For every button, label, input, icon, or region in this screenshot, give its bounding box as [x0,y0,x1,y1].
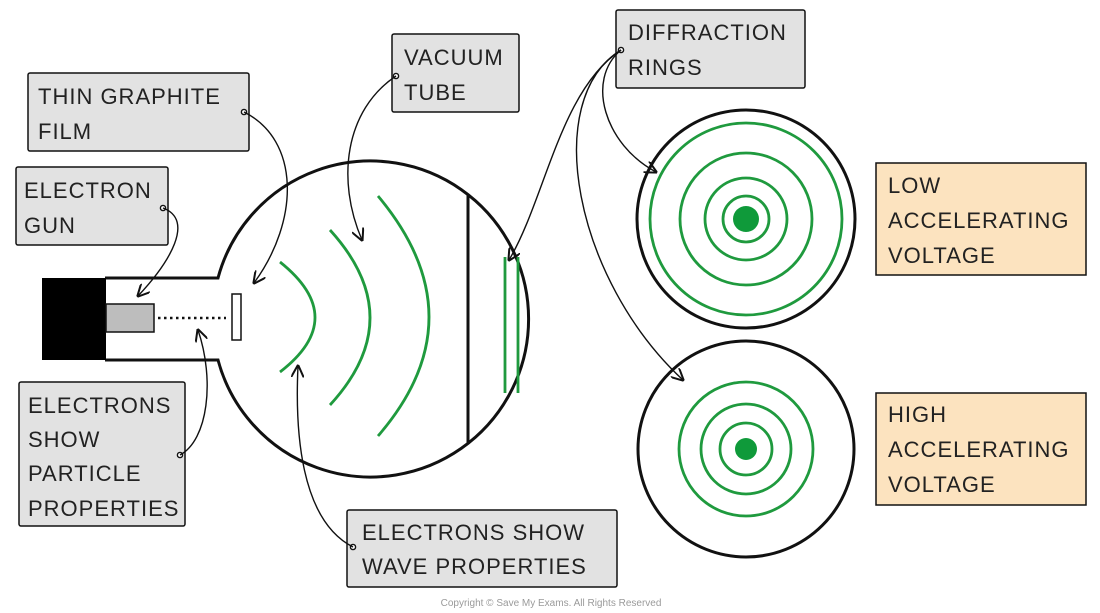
arrow-vacuum-tube [347,75,397,240]
label-electrons-particle-line-2: SHOW [28,427,100,452]
copyright-notice: Copyright © Save My Exams. All Rights Re… [441,598,662,609]
arrow-graphite-film [243,111,289,283]
label-low-voltage-line-3: VOLTAGE [888,243,996,268]
wavefront-arc-2 [328,229,372,406]
label-electron-gun-line-2: GUN [24,213,76,238]
diffraction-pattern-high [636,339,856,559]
label-electrons-particle-line-3: PARTICLE [28,461,142,486]
label-thin-graphite-film: THIN GRAPHITE FILM [27,72,250,152]
wavefronts [279,195,431,437]
label-high-voltage-line-2: ACCELERATING [888,437,1070,462]
label-electrons-particle-properties: ELECTRONS SHOW PARTICLE PROPERTIES [18,381,186,527]
vacuum-tube-outline [105,159,531,479]
electron-gun-body [42,278,106,360]
diffraction-pattern-low [635,108,857,330]
label-low-accelerating-voltage: LOW ACCELERATING VOLTAGE [875,162,1087,276]
label-vacuum-tube-line-2: TUBE [404,80,467,105]
label-diffraction-rings-line-2: RINGS [628,55,703,80]
label-thin-graphite-film-line-2: FILM [38,119,92,144]
label-electron-gun-line-1: ELECTRON [24,178,152,203]
arrow-electron-gun [138,207,179,296]
wavefront-arc-3 [376,195,431,437]
graphite-film [231,293,242,341]
arrow-particle-properties [179,330,208,456]
label-vacuum-tube-line-1: VACUUM [404,45,504,70]
label-electrons-particle-line-1: ELECTRONS [28,393,171,418]
label-high-accelerating-voltage: HIGH ACCELERATING VOLTAGE [875,392,1087,506]
label-electrons-wave-line-1: ELECTRONS SHOW [362,520,585,545]
label-low-voltage-line-1: LOW [888,173,941,198]
label-thin-graphite-film-line-1: THIN GRAPHITE [38,84,221,109]
label-electrons-wave-properties: ELECTRONS SHOW WAVE PROPERTIES [346,509,618,588]
arrow-rings-to-high [575,49,683,380]
label-electrons-particle-line-4: PROPERTIES [28,496,179,521]
label-diffraction-rings: DIFFRACTION RINGS [615,9,806,89]
label-electron-gun: ELECTRON GUN [15,166,169,246]
label-high-voltage-line-1: HIGH [888,402,947,427]
arrow-rings-to-low [602,49,656,172]
label-electrons-wave-line-2: WAVE PROPERTIES [362,554,587,579]
electron-gun-nozzle [105,303,155,333]
label-diffraction-rings-line-1: DIFFRACTION [628,20,787,45]
arrow-wave-properties [297,366,354,548]
leader-arrows [138,49,683,548]
label-high-voltage-line-3: VOLTAGE [888,472,996,497]
label-low-voltage-line-2: ACCELERATING [888,208,1070,233]
wavefront-arc-1 [279,260,317,374]
arrow-rings-to-screen [509,49,622,260]
label-vacuum-tube: VACUUM TUBE [391,33,520,113]
